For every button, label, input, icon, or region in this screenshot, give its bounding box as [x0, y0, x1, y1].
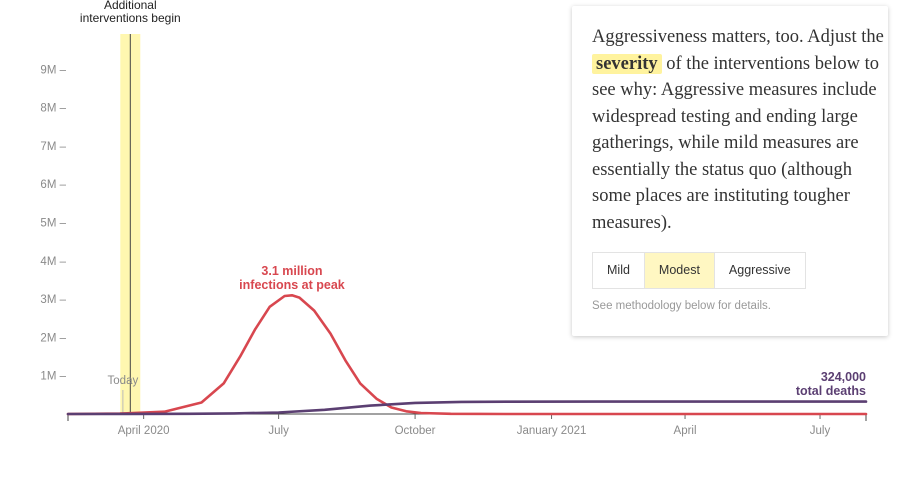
severity-mild-button[interactable]: Mild	[593, 253, 645, 288]
severity-panel: Aggressiveness matters, too. Adjust the …	[572, 6, 888, 336]
y-tick-label: 5M –	[40, 218, 66, 230]
y-tick-label: 1M –	[40, 371, 66, 383]
interventions-label: Additional	[104, 0, 157, 12]
interventions-label: interventions begin	[80, 11, 181, 25]
y-tick-label: 3M –	[40, 294, 66, 306]
peak-label: 3.1 million	[261, 264, 322, 278]
severity-aggressive-button[interactable]: Aggressive	[728, 263, 791, 277]
y-tick-label: 4M –	[40, 256, 66, 268]
panel-text-before: Aggressiveness matters, too. Adjust the	[592, 27, 884, 47]
severity-selector: Mild Modest Aggressive	[592, 252, 806, 289]
panel-text-after: of the interventions below to see why: A…	[592, 53, 879, 233]
deaths-label: total deaths	[796, 384, 866, 398]
y-tick-label: 9M –	[40, 64, 66, 76]
infections-line	[66, 294, 868, 416]
y-tick-label: 6M –	[40, 179, 66, 191]
x-tick-label: January 2021	[517, 425, 587, 437]
deaths-line	[66, 400, 868, 416]
deaths-label: 324,000	[821, 370, 866, 384]
x-tick-label: April 2020	[118, 425, 170, 437]
severity-highlight: severity	[592, 53, 662, 74]
y-tick-label: 8M –	[40, 103, 66, 115]
peak-label: infections at peak	[239, 278, 345, 292]
x-tick-label: July	[810, 425, 831, 437]
y-tick-label: 7M –	[40, 141, 66, 153]
methodology-note: See methodology below for details.	[592, 300, 771, 312]
x-tick-label: October	[395, 425, 436, 437]
x-tick-label: July	[268, 425, 289, 437]
x-tick-label: April	[674, 425, 697, 437]
today-label: Today	[108, 375, 139, 387]
severity-modest-button[interactable]: Modest	[644, 253, 715, 288]
panel-description: Aggressiveness matters, too. Adjust the …	[592, 24, 894, 236]
y-tick-label: 2M –	[40, 332, 66, 344]
